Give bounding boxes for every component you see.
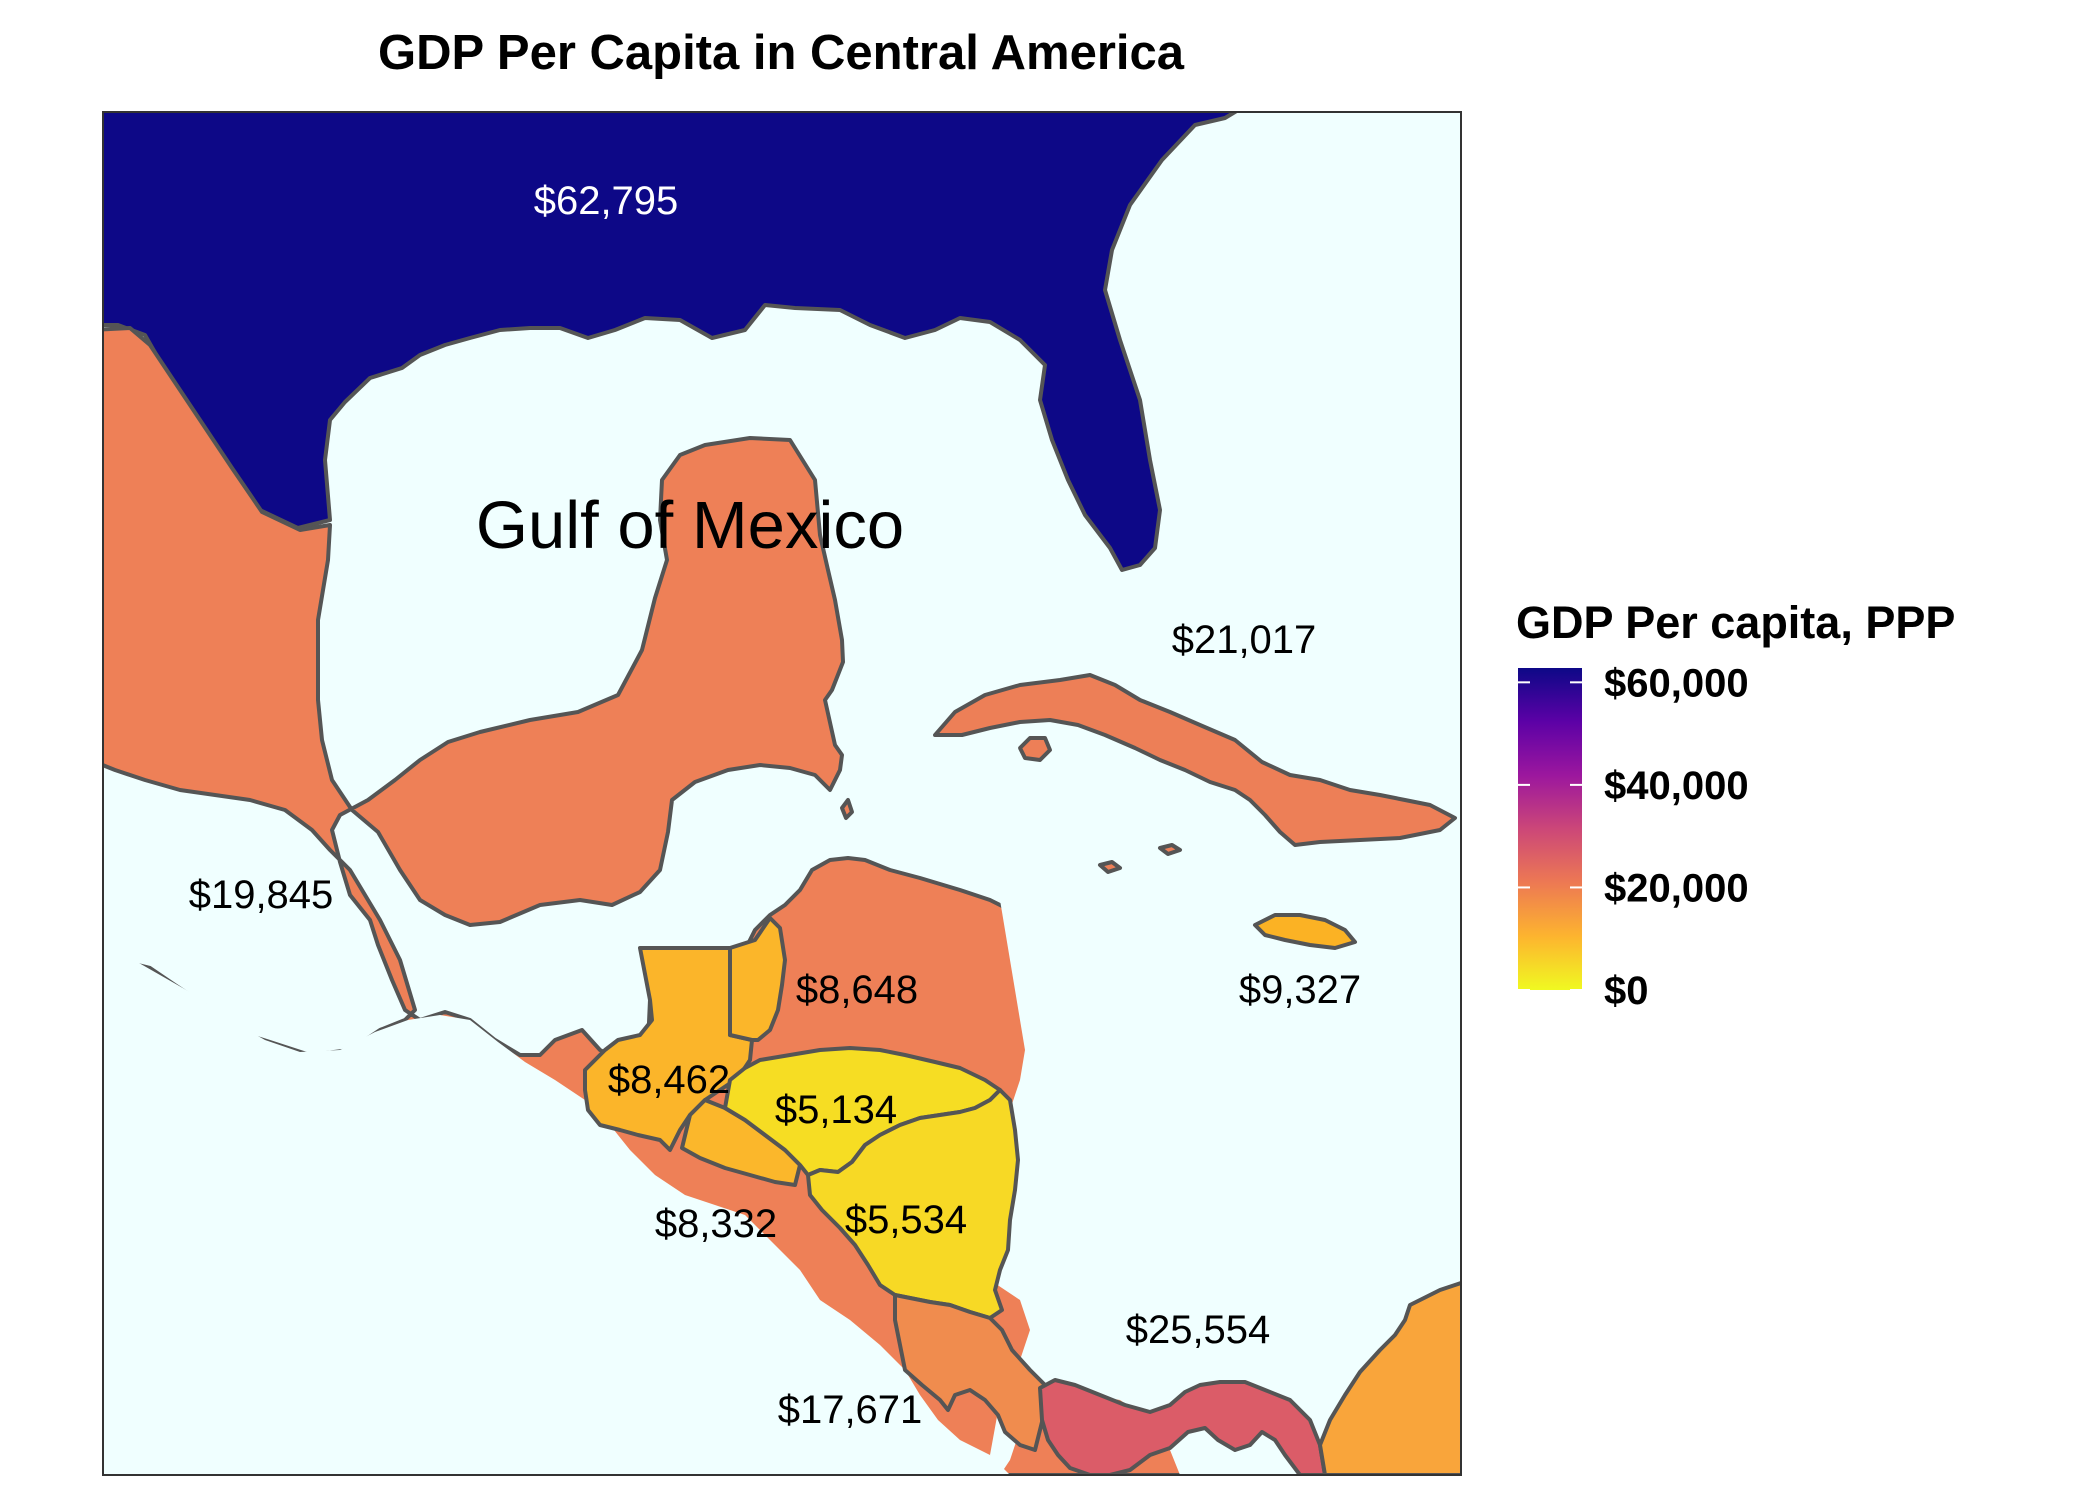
country-belize xyxy=(728,916,787,1042)
legend-ticks: $60,000 $40,000 $20,000 $0 xyxy=(1518,661,1749,1013)
country-costa-rica xyxy=(893,1293,1047,1452)
legend-tick-label: $60,000 xyxy=(1604,661,1749,705)
label-belize: $8,648 xyxy=(796,968,918,1012)
label-cuba: $21,017 xyxy=(1172,618,1317,662)
island-bahamas-b xyxy=(1158,843,1182,856)
label-panama: $25,554 xyxy=(1126,1308,1271,1352)
label-el-salvador: $8,332 xyxy=(655,1202,777,1246)
map-title: GDP Per Capita in Central America xyxy=(378,26,1185,80)
water-cut xyxy=(103,942,1010,1475)
country-cuba xyxy=(933,673,1457,847)
sea-label: Gulf of Mexico xyxy=(476,488,904,563)
country-jamaica xyxy=(1253,913,1357,950)
country-nicaragua xyxy=(806,1088,1020,1320)
map-panel: $62,795 $19,845 $21,017 $9,327 $8,648 $8… xyxy=(103,112,1461,1475)
country-colombia xyxy=(1318,1280,1461,1475)
legend-title: GDP Per capita, PPP xyxy=(1516,597,1955,648)
label-honduras: $5,134 xyxy=(775,1088,897,1132)
island-cozumel xyxy=(840,798,854,820)
label-jamaica: $9,327 xyxy=(1239,968,1361,1012)
label-mexico: $19,845 xyxy=(189,873,334,917)
panel-frame xyxy=(102,111,1462,1476)
legend-tick-label: $40,000 xyxy=(1604,764,1749,808)
label-usa: $62,795 xyxy=(534,179,679,223)
legend-tick-label: $20,000 xyxy=(1604,866,1749,910)
legend: GDP Per capita, PPP $60,000 $40,000 $20,00… xyxy=(1516,597,1955,1013)
country-guatemala xyxy=(583,946,754,1152)
legend-tick-label: $0 xyxy=(1604,969,1649,1013)
label-nicaragua: $5,534 xyxy=(845,1198,967,1242)
label-guatemala: $8,462 xyxy=(608,1058,730,1102)
label-costa-rica: $17,671 xyxy=(778,1388,923,1432)
country-panama xyxy=(1038,1378,1327,1475)
island-bahamas-a xyxy=(1098,860,1122,874)
country-cuba-isla xyxy=(1018,736,1052,762)
country-usa xyxy=(103,112,1239,572)
legend-colorbar xyxy=(1518,668,1582,990)
